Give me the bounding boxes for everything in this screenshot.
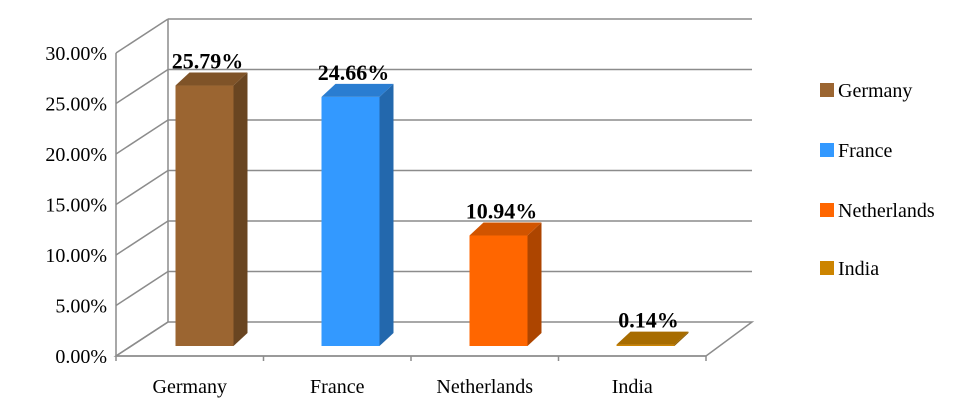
data-label: 24.66%	[318, 60, 390, 85]
bar-side	[674, 331, 689, 346]
y-tick-label: 20.00%	[45, 144, 107, 166]
chart-bars	[175, 72, 689, 347]
x-tick-label: India	[612, 376, 653, 398]
gridline-side	[115, 220, 169, 256]
legend-label: India	[838, 258, 879, 280]
bar-france	[321, 83, 394, 347]
y-tick-label: 30.00%	[45, 43, 107, 65]
chart-axes	[113, 19, 755, 361]
bar-front	[321, 96, 380, 347]
data-labels: 25.79% 24.66% 10.94% 0.14%	[172, 49, 679, 333]
data-label: 10.94%	[466, 199, 538, 224]
legend-swatch	[820, 143, 834, 157]
y-tick-label: 10.00%	[45, 245, 107, 267]
y-tick-label: 15.00%	[45, 195, 107, 217]
legend-label: Germany	[838, 80, 912, 102]
bar-front	[469, 235, 528, 346]
y-axis-tick-labels: 0.00% 5.00% 10.00% 15.00% 20.00% 25.00% 30.00%	[45, 43, 107, 368]
x-axis-tick-labels: Germany France Netherlands India	[153, 376, 653, 398]
bar-germany	[175, 72, 248, 347]
gridline-side	[115, 270, 169, 307]
legend-item: Netherlands	[820, 200, 935, 222]
y-tick-label: 5.00%	[55, 296, 107, 318]
legend-item: France	[820, 140, 893, 162]
legend-label: Netherlands	[838, 200, 935, 222]
bar-top	[321, 83, 394, 97]
bar-top	[175, 72, 248, 86]
bar-netherlands	[469, 222, 542, 346]
x-tick-label: France	[310, 376, 365, 398]
chart-gridlines	[115, 18, 752, 357]
y-tick-label: 25.00%	[45, 94, 107, 116]
x-tick-label: Netherlands	[436, 376, 533, 398]
gridline-side	[115, 169, 169, 206]
bar-top	[616, 331, 689, 345]
y-tick-label: 0.00%	[55, 346, 107, 368]
legend-swatch	[820, 203, 834, 217]
bar-side	[233, 72, 248, 347]
bar-front	[616, 344, 675, 346]
data-label: 0.14%	[618, 308, 679, 333]
gridline-side	[115, 68, 169, 105]
bar-front	[175, 85, 234, 347]
bar-india	[616, 331, 689, 346]
bar-top	[469, 222, 542, 236]
legend-item: Germany	[820, 80, 912, 102]
gridline-side	[115, 119, 169, 155]
legend-swatch	[820, 83, 834, 97]
x-tick-label: Germany	[153, 376, 227, 398]
legend-label: France	[838, 140, 893, 162]
bar-side	[527, 222, 542, 346]
chart-legend: Germany France Netherlands India	[820, 80, 935, 280]
legend-swatch	[820, 261, 834, 275]
legend-item: India	[820, 258, 879, 280]
bar-side	[379, 83, 394, 347]
gridline-side	[115, 18, 169, 54]
data-label: 25.79%	[172, 49, 244, 74]
